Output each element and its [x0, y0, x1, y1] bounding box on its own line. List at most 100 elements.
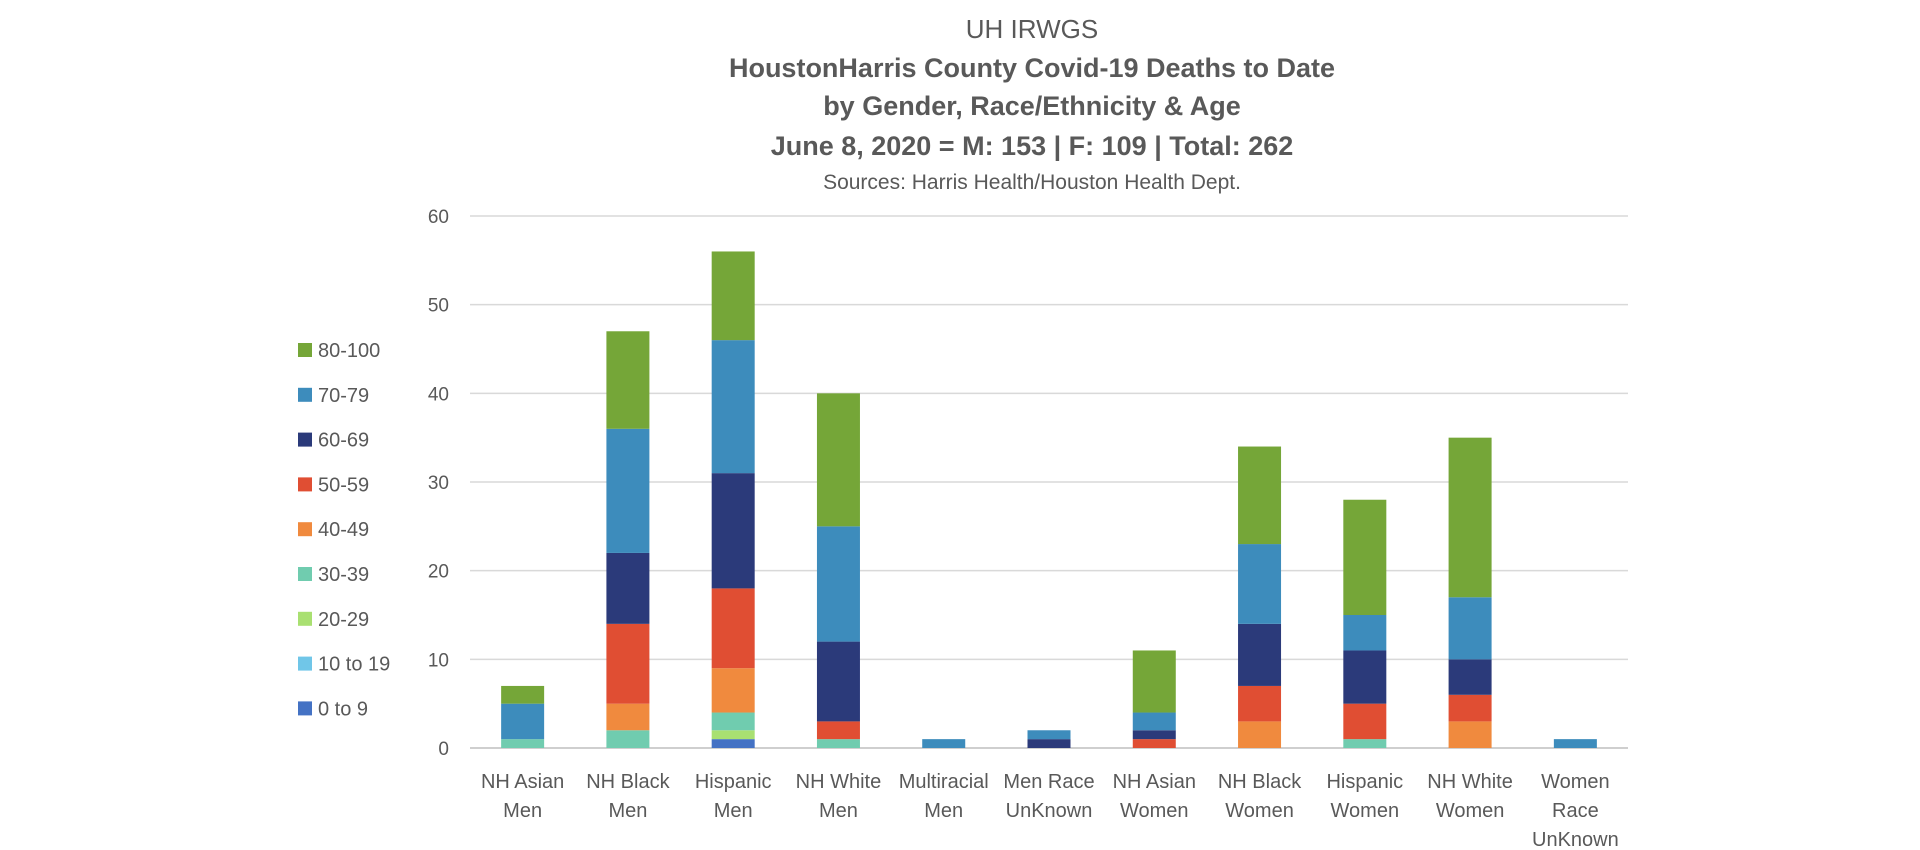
bar-segment: [1448, 437, 1492, 598]
bar-segment: [606, 331, 650, 429]
gridlines: [470, 215, 1628, 749]
bar-segment: [1238, 446, 1282, 545]
bar-segment: [816, 526, 860, 642]
bar-segment: [1132, 650, 1176, 713]
bar-segment: [1027, 739, 1071, 748]
bar-segment: [606, 552, 650, 624]
legend-label: 50-59: [318, 474, 369, 496]
x-tick-label: Hispanic: [1326, 771, 1403, 793]
legend-swatch: [298, 432, 312, 447]
x-tick-label: Women: [1225, 800, 1294, 822]
bar-segment: [922, 739, 966, 748]
bar-segment: [1238, 623, 1282, 686]
bar-segment: [711, 730, 755, 740]
x-tick-label: NH Black: [586, 771, 670, 793]
bar-segment: [1238, 685, 1282, 722]
bar-segment: [816, 393, 860, 527]
x-tick-label: Hispanic: [695, 771, 772, 793]
y-axis-ticks: 0 10 20 30 40 50 60: [428, 207, 449, 760]
x-tick-label: Men: [819, 800, 858, 822]
x-axis-labels: NH Asian Men NH Black Men Hispanic Men NH Whit…: [481, 771, 1619, 850]
bar-segment: [501, 703, 545, 740]
bar-segment: [1448, 659, 1492, 695]
x-tick-label: Women: [1541, 771, 1610, 793]
y-tick-label: 40: [428, 384, 449, 405]
legend-label: 30-39: [318, 564, 369, 586]
bar-segment: [711, 473, 755, 589]
bar-segment: [816, 739, 860, 748]
legend-label: 40-49: [318, 519, 369, 541]
legend: 80-100 70-79 60-69 50-59 40-49 30-39 20-29 10 t…: [298, 340, 390, 720]
chart-title: UH IRWGS: [966, 14, 1098, 44]
x-tick-label: NH Asian: [1113, 771, 1196, 793]
x-tick-label: Men Race: [1003, 771, 1094, 793]
legend-label: 10 to 19: [318, 654, 390, 676]
bar-segment: [1238, 721, 1282, 748]
bar-segment: [606, 730, 650, 748]
bar-segment: [711, 588, 755, 669]
chart-subtitle-line-3: June 8, 2020 = M: 153 | F: 109 | Total: …: [771, 131, 1294, 161]
legend-label: 60-69: [318, 430, 369, 452]
y-tick-label: 50: [428, 296, 449, 317]
legend-label: 80-100: [318, 340, 380, 362]
x-tick-label: NH Asian: [481, 771, 564, 793]
bar-segment: [711, 712, 755, 731]
x-tick-label: UnKnown: [1532, 829, 1619, 850]
bar-segment: [1027, 730, 1071, 740]
bar-segment: [1343, 499, 1387, 615]
bar-segment: [711, 739, 755, 748]
bar-segment: [501, 685, 545, 704]
y-tick-label: 0: [438, 739, 449, 760]
bar-segment: [606, 703, 650, 731]
legend-swatch: [298, 567, 312, 581]
legend-swatch: [298, 387, 312, 402]
bar-segment: [816, 641, 860, 722]
bar-segment: [1448, 721, 1492, 748]
bar-segment: [1448, 694, 1492, 722]
legend-swatch: [298, 522, 312, 537]
bar-segment: [1553, 739, 1597, 748]
x-tick-label: Men: [503, 800, 542, 822]
legend-swatch: [298, 611, 312, 626]
bar-segment: [816, 721, 860, 740]
bar-segment: [1132, 739, 1176, 748]
legend-label: 70-79: [318, 385, 369, 407]
x-tick-label: Women: [1120, 800, 1189, 822]
x-tick-label: NH White: [796, 771, 882, 793]
legend-label: 0 to 9: [318, 698, 368, 720]
bar-segment: [1343, 615, 1387, 651]
bar-segment: [711, 340, 755, 474]
y-tick-label: 30: [428, 473, 449, 494]
legend-swatch: [298, 656, 312, 671]
bar-segment: [501, 739, 545, 748]
bar-segment: [606, 428, 650, 553]
x-tick-label: NH Black: [1218, 771, 1302, 793]
bar-segment: [1448, 597, 1492, 660]
x-tick-label: Women: [1436, 800, 1505, 822]
x-tick-label: Men: [924, 800, 963, 822]
bars: [501, 251, 1597, 748]
legend-swatch: [298, 343, 312, 357]
legend-label: 20-29: [318, 609, 369, 631]
bar-segment: [1132, 712, 1176, 731]
x-tick-label: Women: [1331, 800, 1400, 822]
bar-segment: [1238, 544, 1282, 624]
x-tick-label: Men: [714, 800, 753, 822]
bar-segment: [1343, 650, 1387, 704]
legend-swatch: [298, 701, 312, 716]
x-tick-label: Men: [608, 800, 647, 822]
x-tick-label: NH White: [1427, 771, 1513, 793]
chart-source: Sources: Harris Health/Houston Health De…: [823, 171, 1241, 194]
chart-subtitle-line-1: HoustonHarris County Covid-19 Deaths to …: [729, 53, 1335, 83]
y-tick-label: 20: [428, 562, 449, 583]
bar-segment: [606, 623, 650, 704]
y-tick-label: 10: [428, 650, 449, 671]
bar-segment: [711, 668, 755, 713]
x-tick-label: Multiracial: [899, 771, 989, 793]
bar-segment: [1132, 730, 1176, 740]
bar-segment: [1343, 739, 1387, 748]
chart-subtitle-line-2: by Gender, Race/Ethnicity & Age: [823, 91, 1241, 121]
x-tick-label: Race: [1552, 800, 1599, 822]
